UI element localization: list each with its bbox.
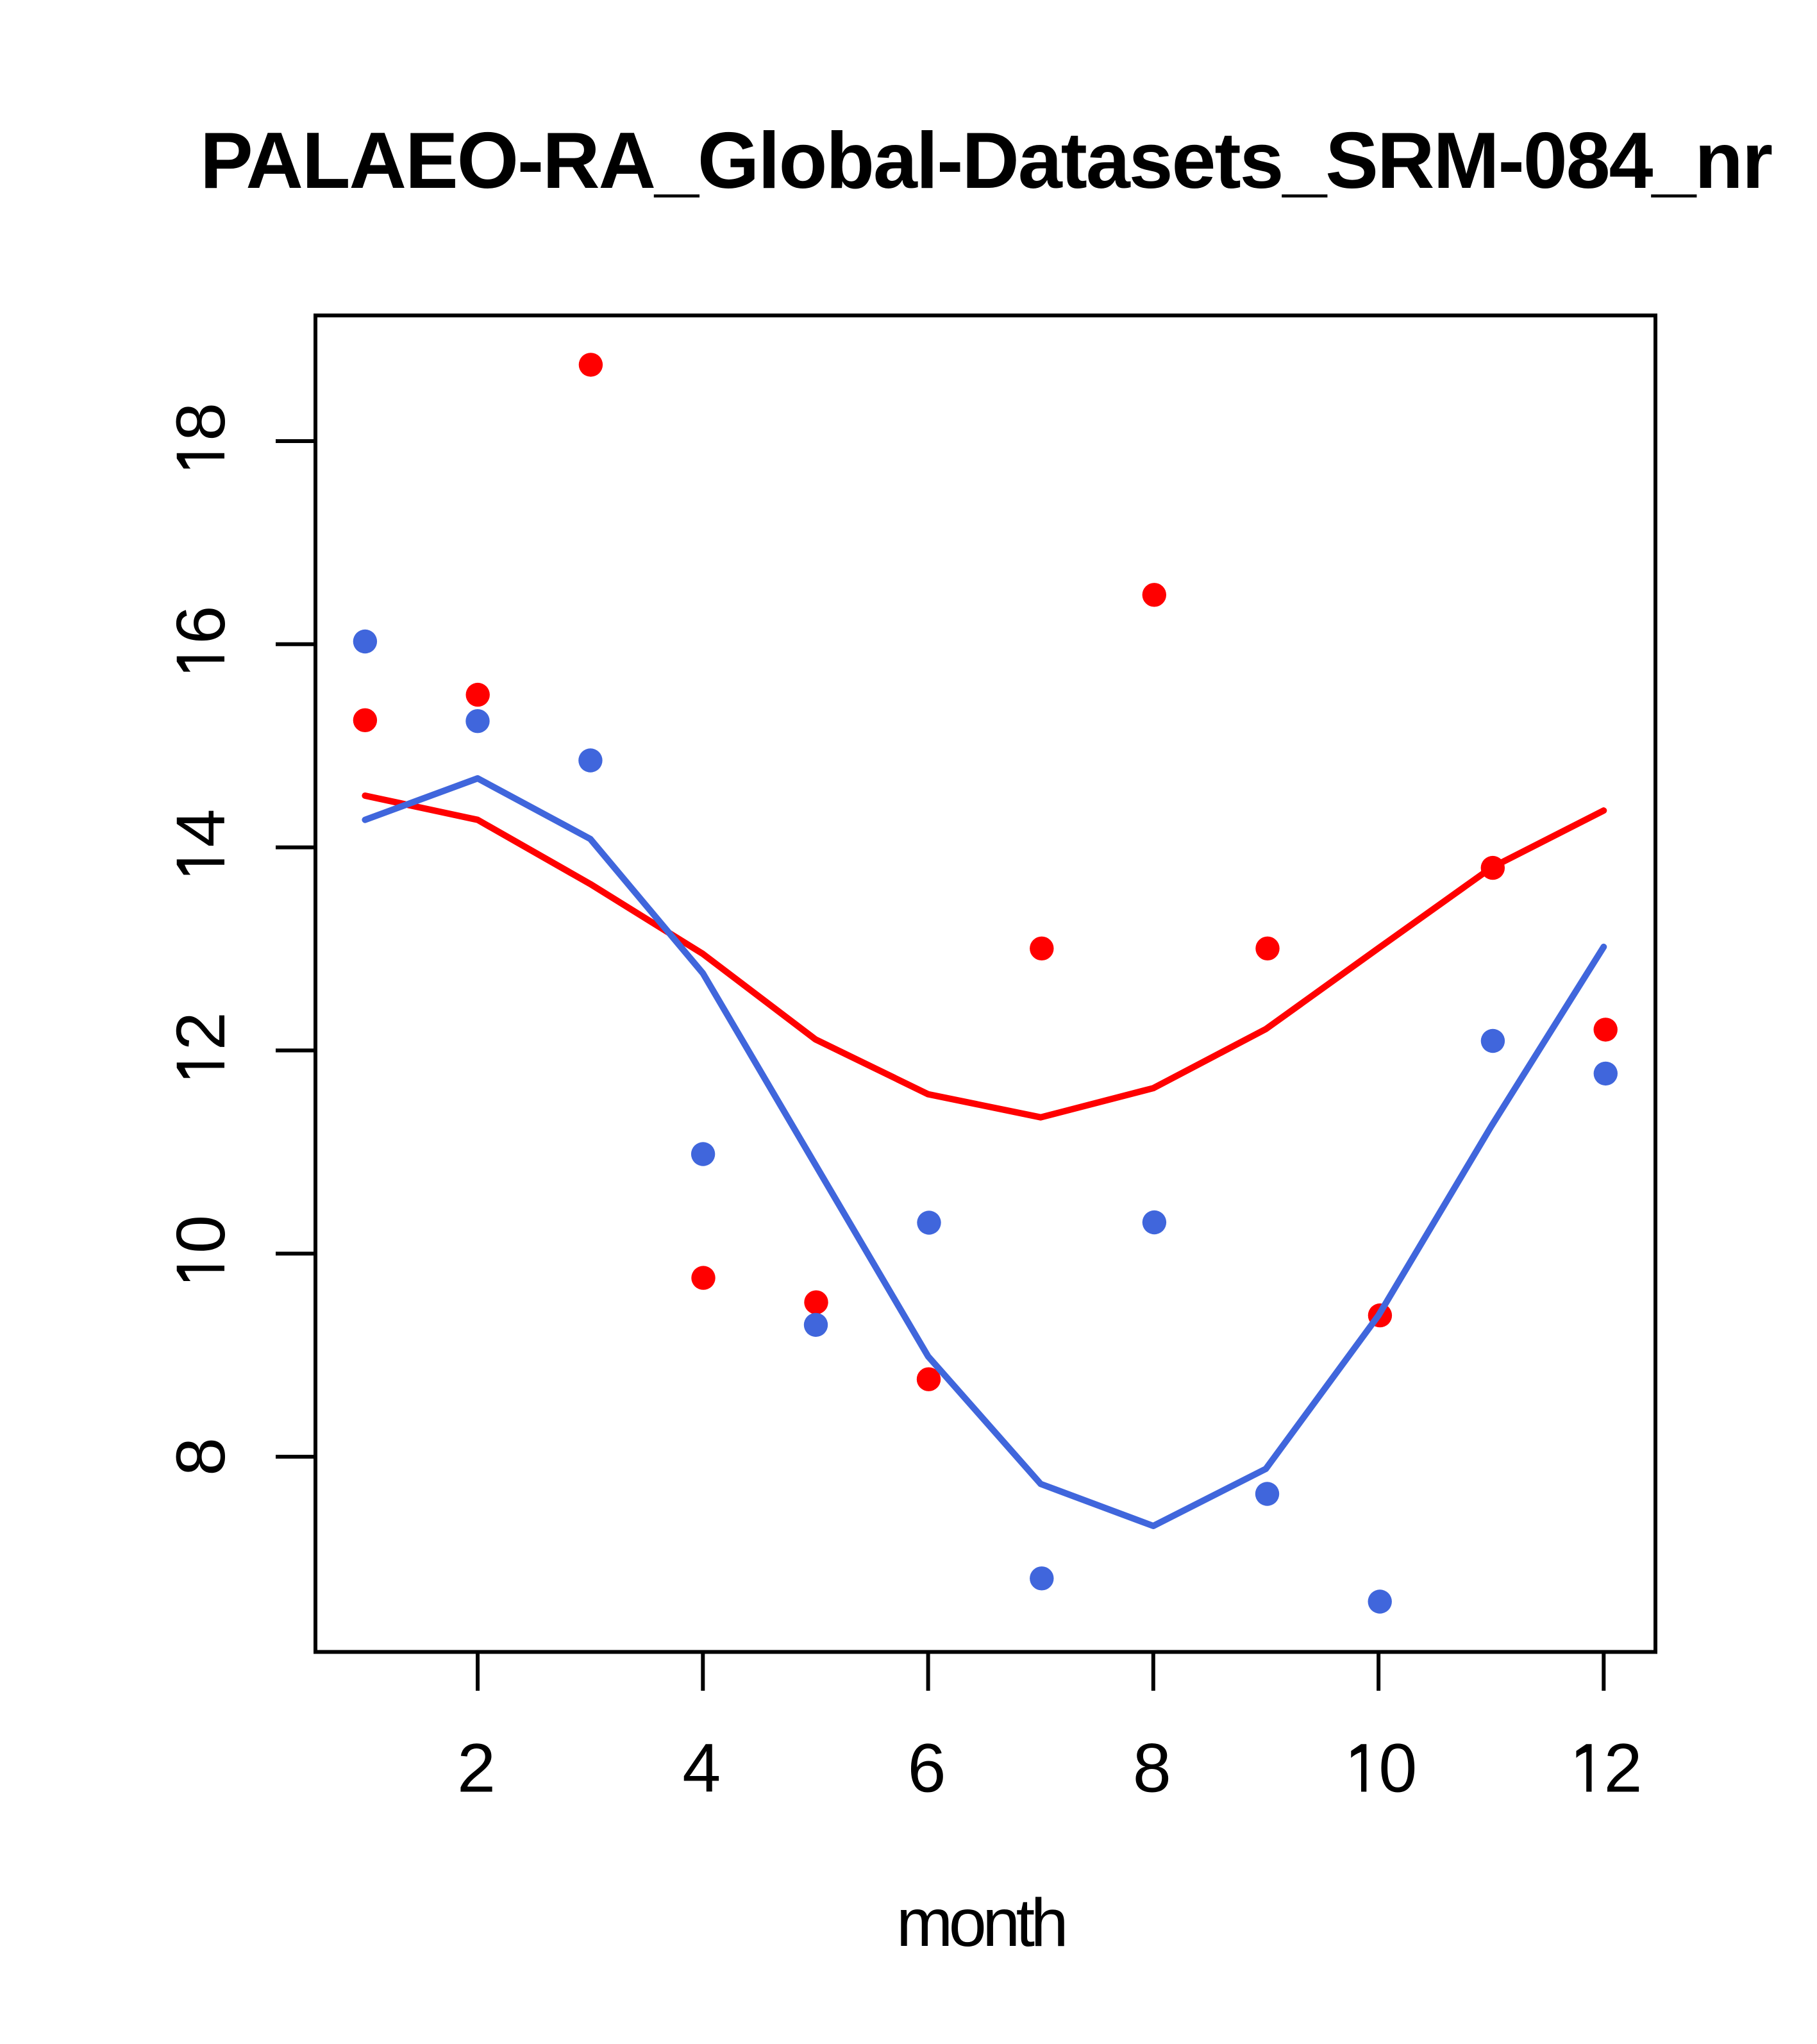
svg-text:2: 2 [162, 1012, 239, 1050]
svg-text:month: month [896, 1885, 1065, 1961]
svg-text:6: 6 [162, 606, 239, 644]
svg-text:PALAEO-RA_Global-Datasets_SRM-: PALAEO-RA_Global-Datasets_SRM-084_nr [200, 117, 1772, 205]
svg-text:6: 6 [908, 1729, 946, 1807]
svg-text:8: 8 [162, 1437, 239, 1476]
svg-text:0: 0 [1378, 1729, 1417, 1807]
svg-text:4: 4 [682, 1729, 721, 1807]
svg-text:8: 8 [162, 403, 239, 441]
svg-text:8: 8 [1133, 1729, 1171, 1807]
svg-text:2: 2 [457, 1729, 496, 1807]
svg-text:4: 4 [162, 808, 239, 847]
svg-text:2: 2 [1603, 1729, 1642, 1807]
svg-text:0: 0 [162, 1215, 239, 1253]
